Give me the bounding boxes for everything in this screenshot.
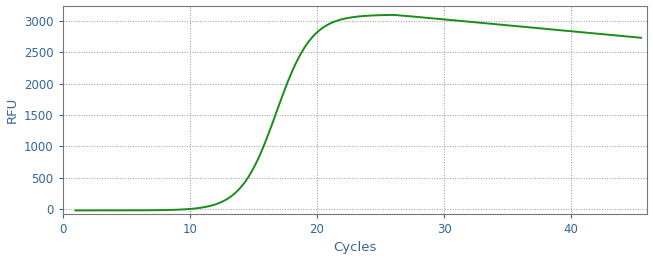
X-axis label: Cycles: Cycles	[334, 242, 377, 255]
Y-axis label: RFU: RFU	[6, 96, 18, 123]
